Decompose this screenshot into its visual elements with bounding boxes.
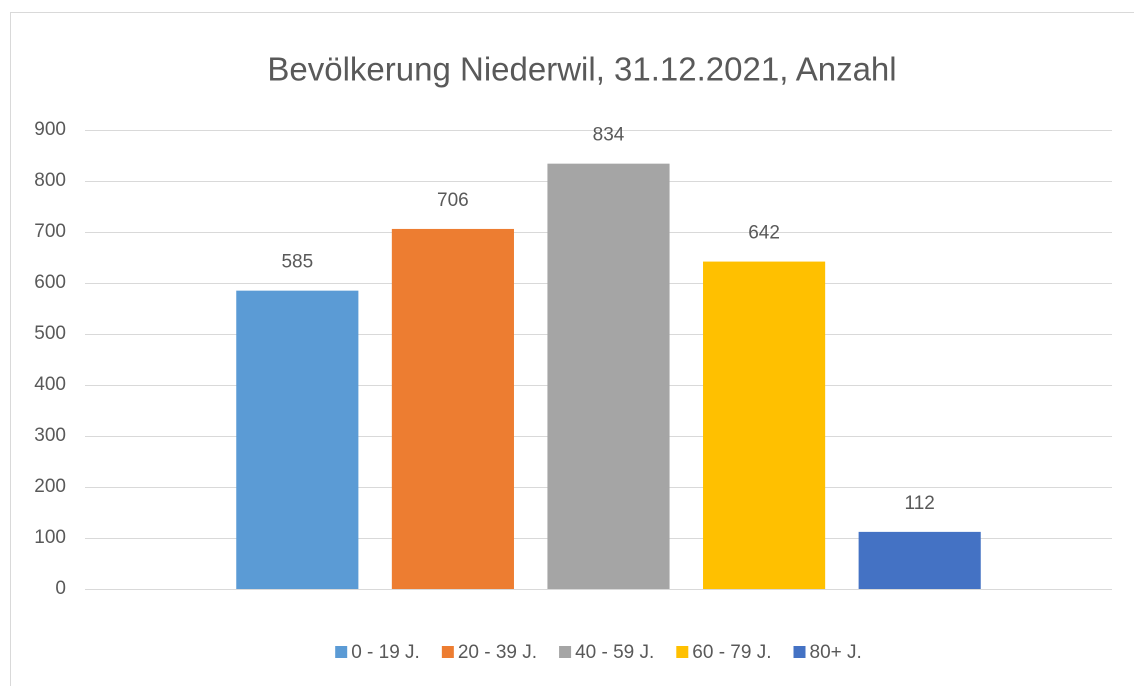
data-label: 585 [281,252,313,273]
legend-item: 60 - 79 J. [676,642,772,663]
bar [391,228,514,589]
data-label: 834 [593,125,625,146]
bar [858,531,981,589]
data-label: 706 [437,190,469,211]
bar [703,261,826,589]
bar [547,163,670,589]
legend-item: 0 - 19 J. [335,642,420,663]
y-tick-label: 0 [55,578,66,599]
legend-label: 20 - 39 J. [458,642,537,663]
legend-swatch [335,646,348,658]
legend-swatch [441,646,454,658]
legend: 0 - 19 J. 20 - 39 J. 40 - 59 J. 60 - 79 J. 8… [335,642,862,663]
y-tick-label: 900 [34,119,66,140]
bar [236,290,359,589]
legend-item: 20 - 39 J. [441,642,537,663]
chart-title: Bevölkerung Niederwil, 31.12.2021, Anzah… [267,51,896,88]
legend-label: 80+ J. [810,642,862,663]
legend-swatch [559,646,572,658]
legend-label: 60 - 79 J. [692,642,771,663]
legend-swatch [793,646,806,658]
y-tick-label: 700 [34,221,66,242]
y-tick-label: 500 [34,323,66,344]
data-label: 642 [748,223,780,244]
y-tick-label: 800 [34,170,66,191]
y-tick-label: 100 [34,527,66,548]
legend-label: 0 - 19 J. [351,642,420,663]
data-label: 112 [905,493,935,514]
y-tick-label: 400 [34,374,66,395]
y-tick-label: 200 [34,476,66,497]
legend-label: 40 - 59 J. [575,642,654,663]
y-tick-label: 600 [34,272,66,293]
legend-item: 40 - 59 J. [559,642,654,663]
legend-item: 80+ J. [793,642,862,663]
y-tick-label: 300 [34,425,66,446]
legend-swatch [676,646,689,658]
